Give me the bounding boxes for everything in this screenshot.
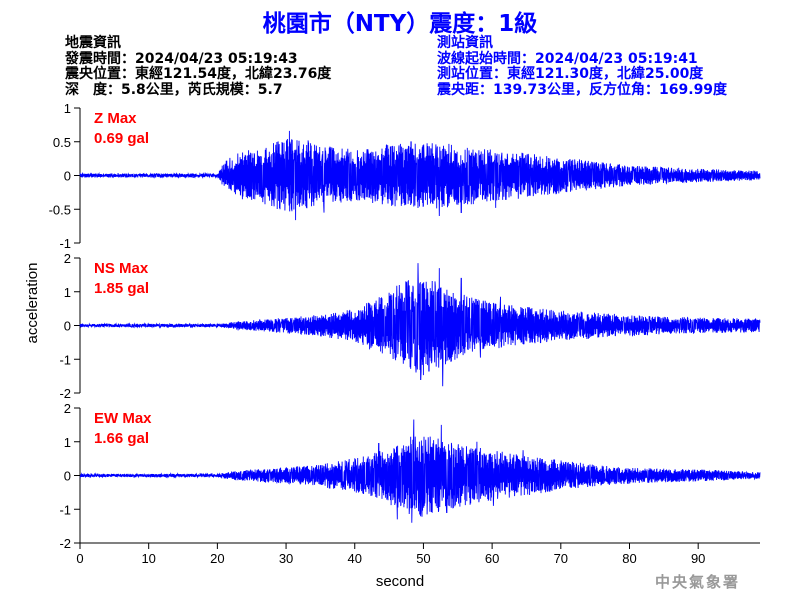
x-tick-label: 90: [691, 551, 705, 566]
max-value-ew: 1.66 gal: [94, 430, 149, 447]
y-axis-label: acceleration: [24, 263, 41, 344]
x-tick-label: 30: [279, 551, 293, 566]
x-tick-label: 70: [554, 551, 568, 566]
x-tick-label: 20: [210, 551, 224, 566]
x-tick-label: 60: [485, 551, 499, 566]
y-tick-label: 1: [64, 435, 71, 450]
x-tick-label: 10: [141, 551, 155, 566]
x-axis-label: second: [376, 573, 424, 590]
depth-magnitude: 深 度：5.8公里，芮氏規模：5.7: [65, 81, 283, 98]
x-tick-label: 50: [416, 551, 430, 566]
waveform-ew: [79, 419, 761, 523]
max-title-ns: NS Max: [94, 260, 149, 277]
x-tick-label: 80: [622, 551, 636, 566]
max-title-ew: EW Max: [94, 410, 152, 427]
y-tick-label: 1: [64, 101, 71, 116]
y-tick-label: 2: [64, 251, 71, 266]
y-tick-label: 0: [64, 319, 71, 334]
waveform-ns: [79, 263, 761, 387]
y-tick-label: 0: [64, 169, 71, 184]
origin-time: 發震時間：2024/04/23 05:19:43: [65, 50, 298, 67]
agency-credit: 中央氣象署: [655, 573, 741, 591]
max-value-z: 0.69 gal: [94, 130, 149, 147]
y-tick-label: -0.5: [49, 202, 71, 217]
station-location: 測站位置：東經121.30度，北緯25.00度: [437, 66, 704, 82]
max-value-ns: 1.85 gal: [94, 280, 149, 297]
station-info-heading: 測站資訊: [437, 35, 493, 51]
y-tick-label: -2: [59, 386, 71, 401]
y-tick-label: 0.5: [53, 135, 71, 150]
max-title-z: Z Max: [94, 110, 137, 127]
earthquake-info-heading: 地震資訊: [65, 35, 121, 51]
y-tick-label: 0: [64, 469, 71, 484]
y-tick-label: -1: [59, 236, 71, 251]
y-tick-label: 2: [64, 401, 71, 416]
waveform-z: [79, 130, 761, 221]
y-tick-label: -1: [59, 352, 71, 367]
wave-start-time: 波線起始時間：2024/04/23 05:19:41: [437, 50, 698, 67]
x-tick-label: 0: [76, 551, 83, 566]
epicentral-distance: 震央距：139.73公里，反方位角：169.99度: [437, 81, 728, 98]
earthquake-info: 地震資訊 發震時間：2024/04/23 05:19:43 震央位置：東經121…: [65, 35, 332, 98]
station-info: 測站資訊 波線起始時間：2024/04/23 05:19:41 測站位置：東經1…: [437, 35, 728, 98]
y-tick-label: -2: [59, 536, 71, 551]
page-title: 桃園市（NTY）震度：1級: [262, 11, 538, 37]
y-tick-label: 1: [64, 285, 71, 300]
y-tick-label: -1: [59, 502, 71, 517]
x-tick-label: 40: [348, 551, 362, 566]
epicenter-location: 震央位置：東經121.54度，北緯23.76度: [65, 66, 332, 82]
